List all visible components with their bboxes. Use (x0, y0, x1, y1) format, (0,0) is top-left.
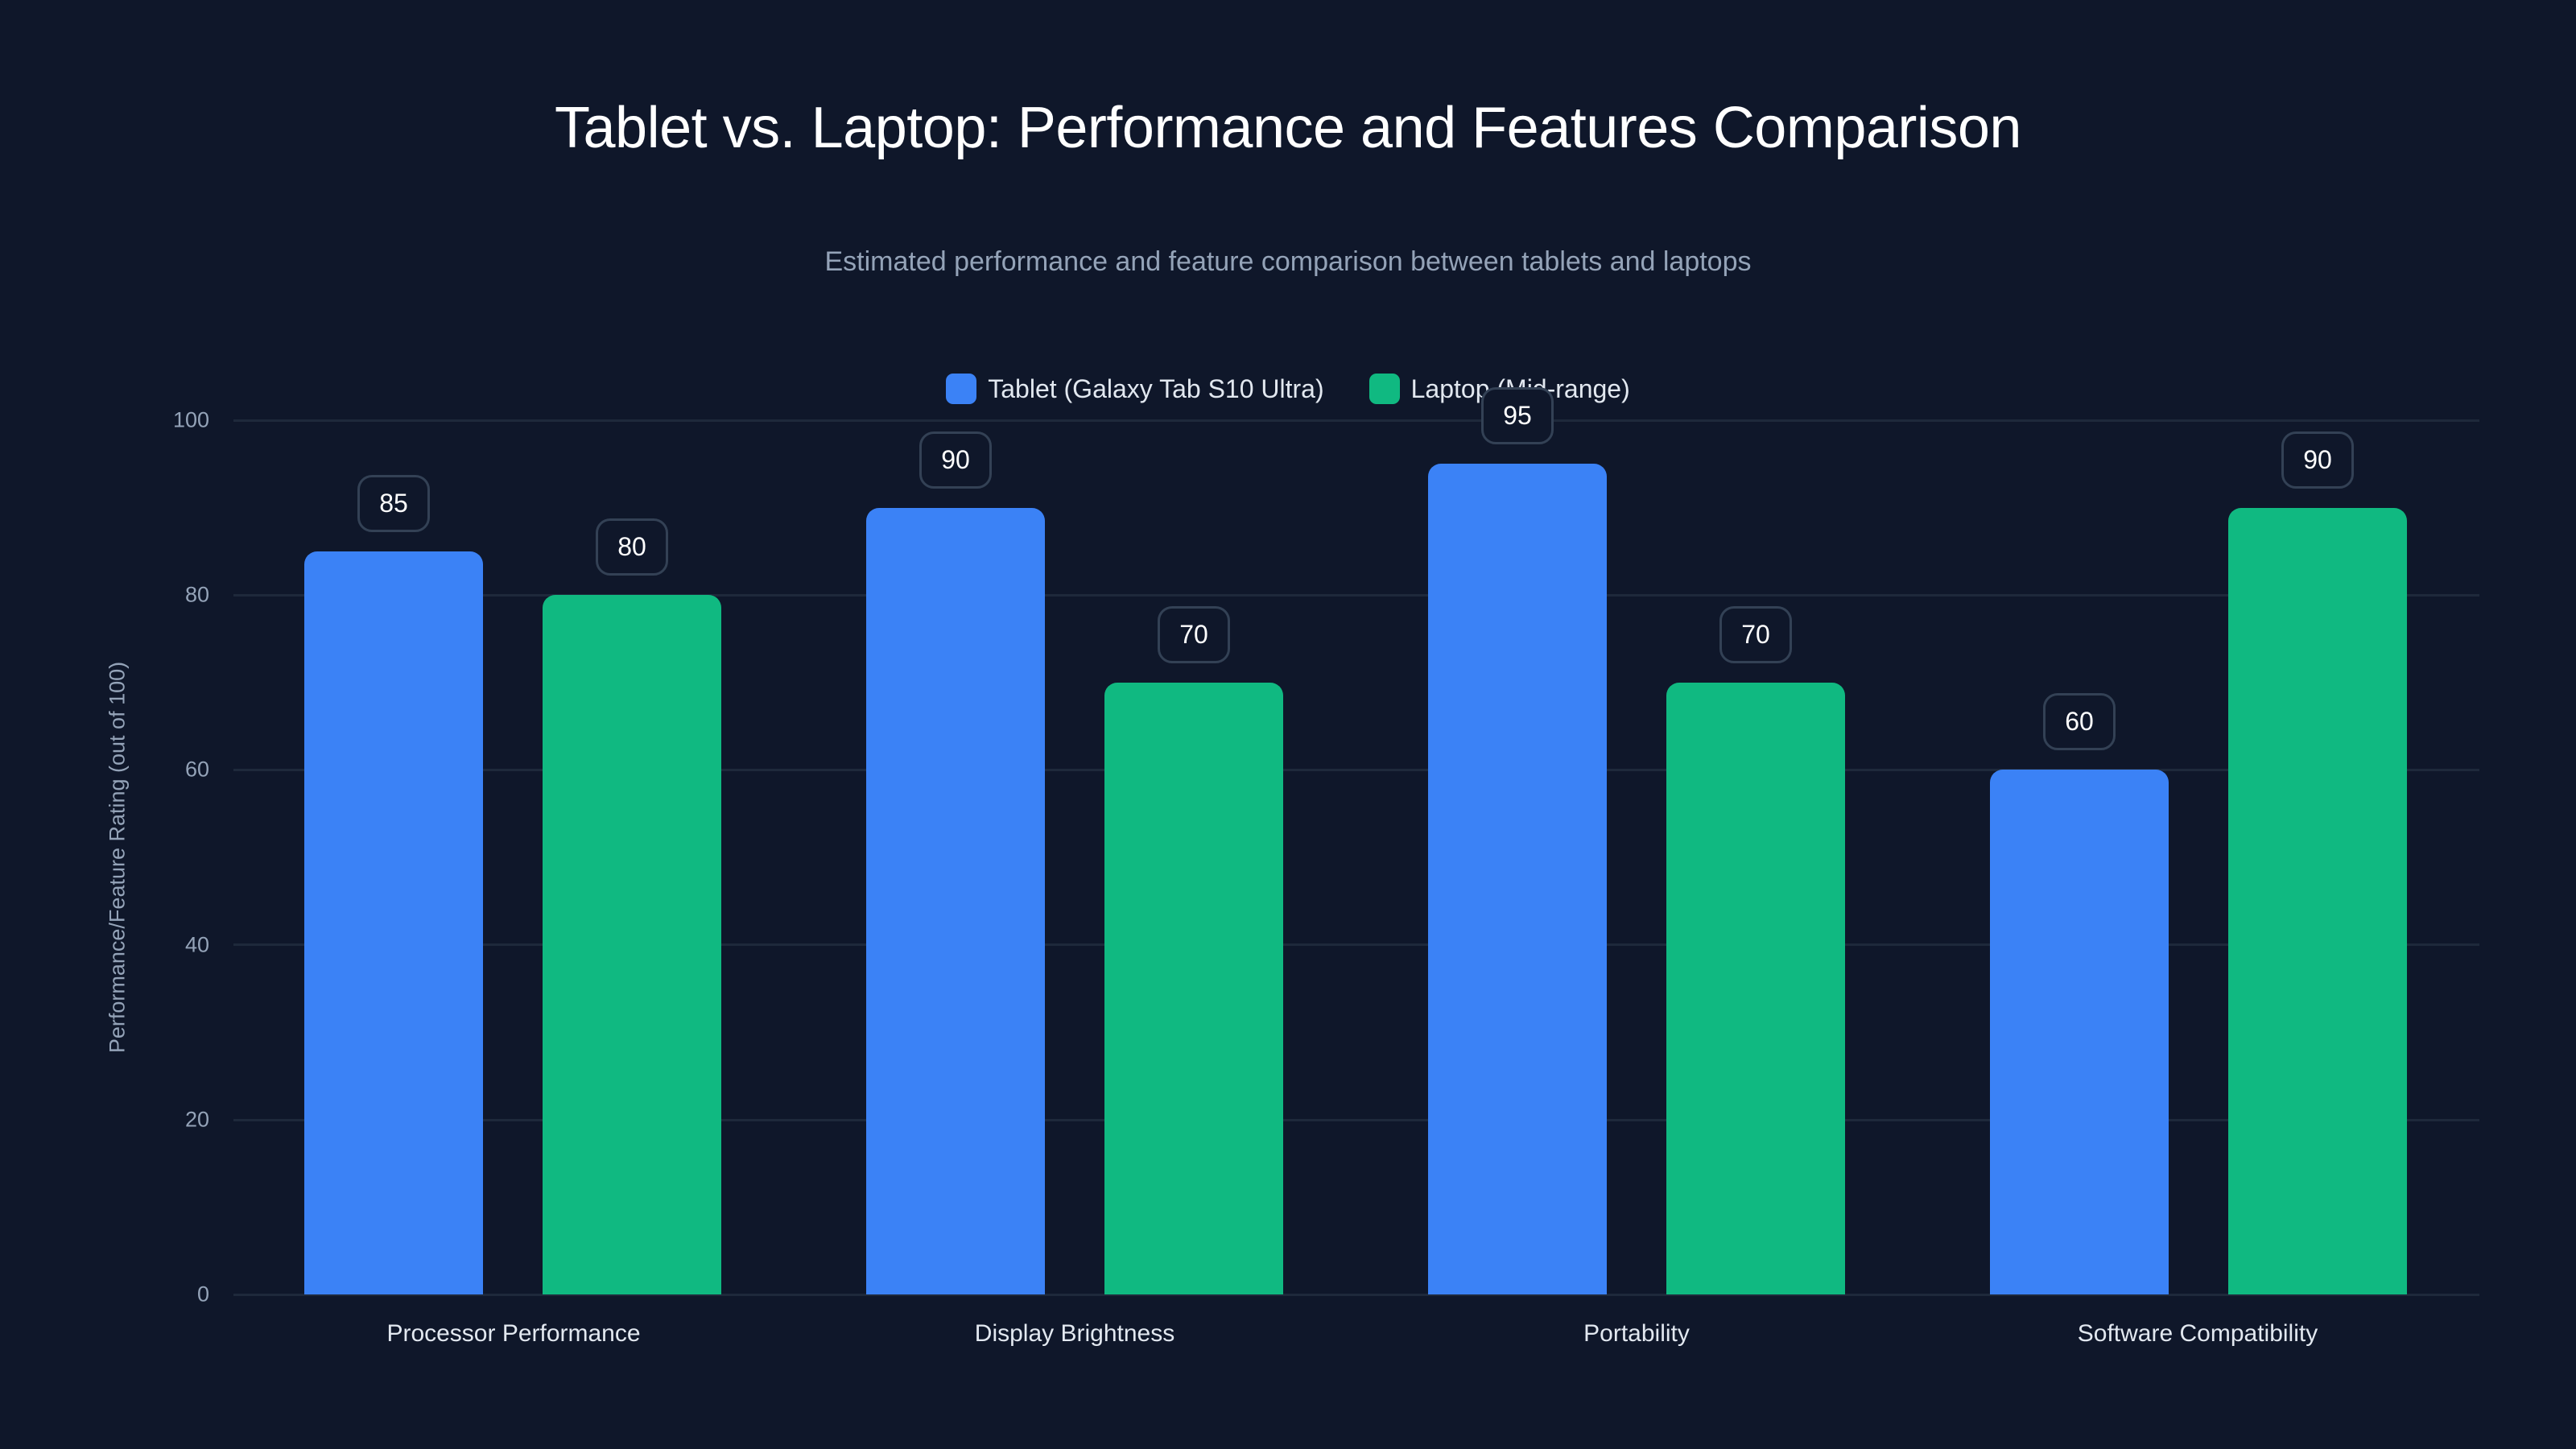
legend-label-tablet: Tablet (Galaxy Tab S10 Ultra) (988, 374, 1324, 403)
gridline-20 (233, 1119, 2479, 1121)
x-tick-display: Display Brightness (974, 1320, 1175, 1347)
plot-area: 85 80 90 70 95 70 60 90 (233, 387, 2479, 1296)
legend: Tablet (Galaxy Tab S10 Ultra) Laptop (Mi… (0, 374, 2576, 404)
y-tick: 0 (196, 1282, 209, 1307)
bar-tablet-portability[interactable] (1428, 464, 1607, 1294)
bar-laptop-software[interactable] (2228, 508, 2407, 1294)
chart-title: Tablet vs. Laptop: Performance and Featu… (555, 96, 2021, 160)
value-label: 80 (596, 518, 668, 576)
legend-item-tablet[interactable]: Tablet (Galaxy Tab S10 Ultra) (946, 374, 1324, 404)
gridline-60 (233, 769, 2479, 771)
value-label: 60 (2043, 693, 2116, 750)
bar-laptop-portability[interactable] (1666, 683, 1845, 1294)
bar-laptop-processor[interactable] (543, 595, 721, 1294)
chart-subtitle: Estimated performance and feature compar… (824, 246, 1752, 277)
y-tick: 80 (184, 582, 209, 607)
tablet-swatch-icon (946, 374, 977, 404)
x-tick-processor: Processor Performance (386, 1320, 641, 1347)
value-label: 90 (2281, 431, 2354, 489)
gridline-80 (233, 594, 2479, 597)
value-label: 70 (1158, 606, 1230, 663)
y-axis: 0 20 40 60 80 100 (0, 408, 233, 1307)
y-tick: 100 (172, 407, 209, 432)
laptop-swatch-icon (1368, 374, 1400, 404)
bar-laptop-display[interactable] (1104, 683, 1283, 1294)
value-label: 95 (1481, 387, 1554, 444)
bar-tablet-processor[interactable] (304, 551, 483, 1294)
x-axis-baseline (233, 1294, 2479, 1296)
y-tick: 20 (184, 1107, 209, 1132)
value-label: 90 (919, 431, 992, 489)
y-tick: 40 (184, 932, 209, 957)
value-label: 85 (357, 475, 430, 532)
y-tick: 60 (184, 757, 209, 782)
value-label: 70 (1719, 606, 1792, 663)
gridline-40 (233, 943, 2479, 946)
gridline-100 (233, 419, 2479, 422)
bar-tablet-display[interactable] (866, 508, 1045, 1294)
x-tick-portability: Portability (1583, 1320, 1690, 1347)
x-tick-software: Software Compatibility (2077, 1320, 2318, 1347)
bar-tablet-software[interactable] (1990, 770, 2169, 1294)
